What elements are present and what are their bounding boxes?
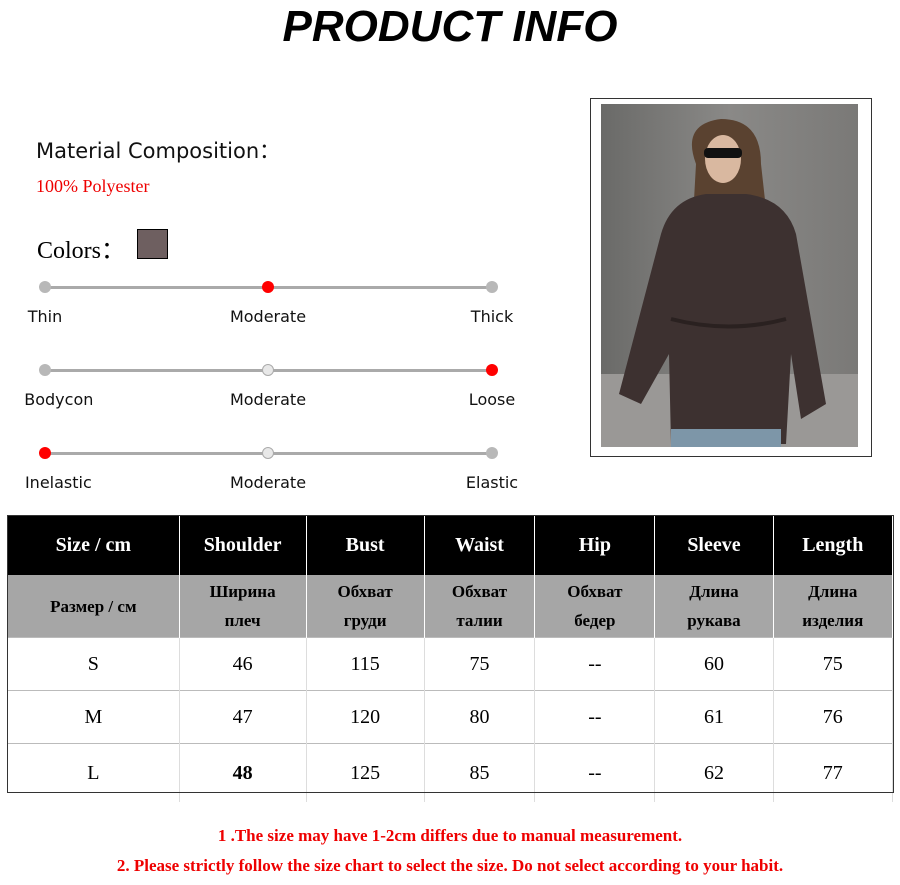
table-cell: 76 [773, 690, 894, 744]
column-subheader: Обхват талии [424, 575, 536, 638]
product-photo [601, 104, 858, 447]
scale-dot [39, 281, 51, 293]
size-chart-table: Size / cm Shoulder Bust Waist Hip Sleeve Lengt… [8, 516, 894, 802]
table-cell: 46 [179, 637, 307, 691]
subheader-line: бедер [574, 611, 616, 630]
table-cell: 80 [424, 690, 536, 744]
product-photo-frame [590, 98, 872, 457]
subheader-line: Ширина [209, 582, 276, 601]
subheader-line: груди [343, 611, 387, 630]
table-cell: 62 [654, 743, 774, 802]
table-cell: -- [534, 690, 656, 744]
scale-dot-selected [262, 281, 274, 293]
note-1: 1 .The size may have 1-2cm differs due t… [217, 826, 683, 845]
subheader-line: Длина [689, 582, 739, 601]
subheader-line: плеч [224, 611, 261, 630]
table-cell: 47 [179, 690, 307, 744]
scale-label: Thick [470, 307, 514, 326]
material-value: 100% Polyester [36, 176, 150, 196]
scale-label: Elastic [465, 473, 519, 492]
table-cell: 60 [654, 637, 774, 691]
material-label: Material Composition： [36, 139, 281, 163]
scale-dot-selected [486, 364, 498, 376]
table-cell: 85 [424, 743, 536, 802]
color-swatch[interactable] [137, 229, 168, 259]
subheader-line: рукава [687, 611, 741, 630]
subheader-line: талии [456, 611, 503, 630]
table-cell: M [8, 690, 180, 744]
column-header: Bust [306, 516, 425, 575]
table-row: S 46 115 75 -- 60 75 [8, 637, 894, 691]
scale-label: Bodycon [24, 390, 94, 409]
scale-label: Moderate [229, 307, 307, 326]
table-cell: 75 [773, 637, 894, 691]
scale-dot-selected [39, 447, 51, 459]
scale-label: Moderate [229, 390, 307, 409]
scale-dot [262, 447, 274, 459]
table-cell: S [8, 637, 180, 691]
table-cell: 61 [654, 690, 774, 744]
column-header: Shoulder [179, 516, 307, 575]
scale-dot [486, 281, 498, 293]
table-cell: L [8, 743, 180, 802]
subheader-line: Обхват [337, 582, 393, 601]
subheader-line: Обхват [451, 582, 508, 601]
page-title: PRODUCT INFO [282, 2, 618, 51]
scale-label: Loose [468, 390, 516, 409]
scale-label: Moderate [229, 473, 307, 492]
column-subheader: Обхват груди [306, 575, 425, 638]
scale-dot [486, 447, 498, 459]
column-header: Hip [534, 516, 656, 575]
column-header: Waist [424, 516, 536, 575]
table-row: M 47 120 80 -- 61 76 [8, 690, 894, 744]
column-header: Sleeve [654, 516, 774, 575]
table-cell: 48 [179, 743, 307, 802]
note-2: 2. Please strictly follow the size chart… [116, 856, 784, 875]
column-header: Size / cm [8, 516, 180, 575]
scale-label: Inelastic [24, 473, 92, 492]
subheader-line: Обхват [567, 582, 623, 601]
subheader-line: изделия [802, 611, 864, 630]
column-subheader: Длина рукава [654, 575, 774, 638]
scale-dot [39, 364, 51, 376]
column-subheader: Обхват бедер [534, 575, 656, 638]
subheader-line: Длина [808, 582, 858, 601]
scale-dot [262, 364, 274, 376]
table-cell: 77 [773, 743, 894, 802]
scale-label: Thin [27, 307, 63, 326]
subheader-line: Размер / см [50, 596, 137, 616]
column-subheader: Ширина плеч [179, 575, 307, 638]
column-subheader: Размер / см [8, 575, 180, 638]
table-cell: 75 [424, 637, 536, 691]
colors-label: Colors： [37, 238, 126, 264]
table-cell: -- [534, 637, 656, 691]
table-cell: 125 [306, 743, 425, 802]
table-cell: 115 [306, 637, 425, 691]
table-cell: -- [534, 743, 656, 802]
column-subheader: Длина изделия [773, 575, 894, 638]
column-header: Length [773, 516, 894, 575]
table-row: L 48 125 85 -- 62 77 [8, 743, 894, 802]
table-cell: 120 [306, 690, 425, 744]
